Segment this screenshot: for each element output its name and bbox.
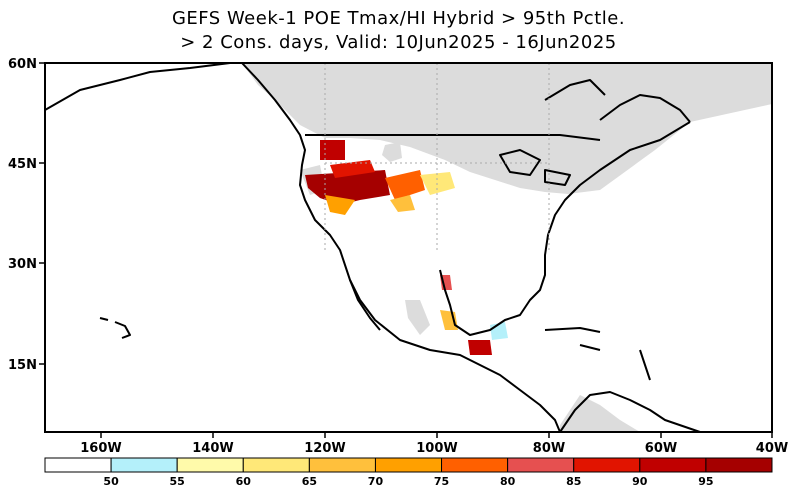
great-lakes [499, 149, 571, 186]
heat-cell-nw-1 [320, 140, 345, 160]
coast-south-america [559, 391, 701, 433]
coast-atlantic-canada [544, 79, 691, 123]
colorbar-label: 65 [302, 475, 317, 488]
lat-label-30n: 30N [8, 257, 37, 272]
colorbar-swatch [639, 457, 707, 473]
heat-cell-plains-2 [390, 195, 415, 212]
colorbar-swatch [573, 457, 641, 473]
colorbar-swatch [242, 457, 310, 473]
colorbar-swatch [705, 457, 773, 473]
coastlines [44, 62, 701, 433]
lon-label-140w: 140W [192, 441, 233, 456]
heat-cell-sw [325, 195, 355, 215]
colorbar-label: 90 [632, 475, 648, 488]
lon-label-40w: 40W [756, 441, 788, 456]
colorbar-swatch [110, 457, 178, 473]
colorbar-label: 70 [368, 475, 384, 488]
coast-gulf [439, 121, 691, 336]
colorbar-label: 85 [566, 475, 581, 488]
colorbar-swatch [44, 457, 112, 473]
lon-label-160w: 160W [80, 441, 121, 456]
gridlines [324, 63, 550, 250]
lat-label-15n: 15N [8, 358, 37, 373]
colorbar-label: 50 [103, 475, 119, 488]
lon-label-120w: 120W [304, 441, 345, 456]
lon-label-80w: 80W [533, 441, 565, 456]
chart-title-line-2: > 2 Cons. days, Valid: 10Jun2025 - 16Jun… [180, 32, 617, 53]
colorbar-label: 55 [170, 475, 185, 488]
colorbar-swatch [374, 457, 443, 473]
colorbar-swatch [441, 457, 509, 473]
colorbar-swatch [176, 457, 244, 473]
coast-hawaii [99, 317, 131, 339]
colorbar-label: 75 [434, 475, 449, 488]
latitude-labels: 60N 45N 30N 15N [8, 57, 37, 373]
heat-signal-cells [305, 140, 508, 355]
heat-cell-plains-1 [385, 170, 425, 200]
coast-pacific-north [44, 62, 561, 433]
lon-label-60w: 60W [645, 441, 677, 456]
colorbar: 50 55 60 65 70 75 80 85 90 95 [44, 457, 773, 488]
masked-rockies [382, 142, 402, 162]
axis-ticks [39, 62, 773, 438]
coast-baja [349, 279, 381, 331]
colorbar-label: 80 [500, 475, 516, 488]
lat-label-45n: 45N [8, 157, 37, 172]
colorbar-label: 60 [236, 475, 252, 488]
us-canada-border [305, 134, 601, 141]
coast-caribbean [544, 327, 651, 381]
chart-title-line-1: GEFS Week-1 POE Tmax/HI Hybrid > 95th Pc… [171, 8, 626, 29]
heat-cell-cam-1 [468, 340, 492, 355]
map-frame [44, 62, 773, 433]
lat-label-60n: 60N [8, 57, 37, 72]
masked-mexico [405, 300, 430, 335]
colorbar-swatch [507, 457, 575, 473]
colorbar-swatch [308, 457, 376, 473]
colorbar-label: 95 [698, 475, 713, 488]
heat-cell-nw-3 [330, 160, 375, 178]
lon-label-100w: 100W [416, 441, 457, 456]
longitude-labels: 160W 140W 120W 100W 80W 60W 40W [80, 441, 788, 456]
